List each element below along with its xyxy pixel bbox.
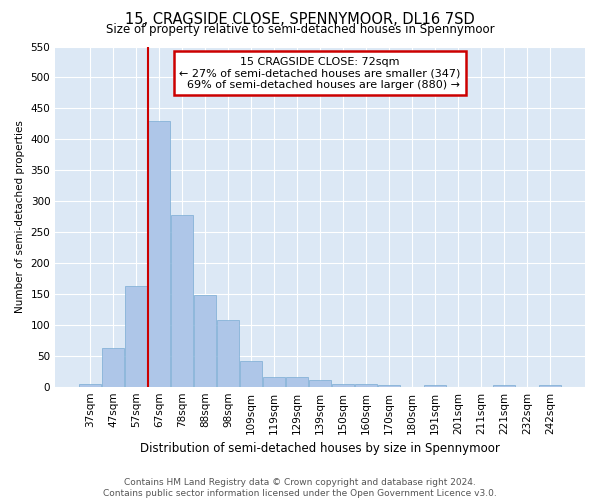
Bar (493, 385, 515, 386)
Bar (125, 286, 147, 386)
Bar (240, 360, 262, 386)
Bar (309, 380, 331, 386)
Bar (102, 348, 124, 387)
Bar (217, 320, 239, 386)
Bar (171, 214, 193, 386)
Text: Contains HM Land Registry data © Crown copyright and database right 2024.
Contai: Contains HM Land Registry data © Crown c… (103, 478, 497, 498)
Bar (148, 120, 170, 386)
Text: 15, CRAGSIDE CLOSE, SPENNYMOOR, DL16 7SD: 15, CRAGSIDE CLOSE, SPENNYMOOR, DL16 7SD (125, 12, 475, 28)
Bar (355, 384, 377, 386)
Y-axis label: Number of semi-detached properties: Number of semi-detached properties (15, 120, 25, 313)
Bar (194, 294, 216, 386)
Text: 15 CRAGSIDE CLOSE: 72sqm
← 27% of semi-detached houses are smaller (347)
  69% o: 15 CRAGSIDE CLOSE: 72sqm ← 27% of semi-d… (179, 56, 461, 90)
Bar (332, 384, 354, 386)
Bar (263, 378, 285, 386)
Bar (286, 378, 308, 386)
X-axis label: Distribution of semi-detached houses by size in Spennymoor: Distribution of semi-detached houses by … (140, 442, 500, 455)
Bar (79, 384, 101, 386)
Text: Size of property relative to semi-detached houses in Spennymoor: Size of property relative to semi-detach… (106, 22, 494, 36)
